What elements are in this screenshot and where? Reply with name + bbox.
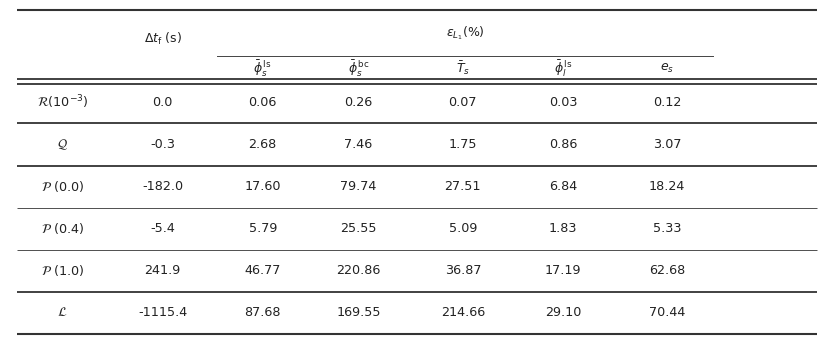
Text: $\mathcal{L}$: $\mathcal{L}$ — [58, 306, 68, 319]
Text: 36.87: 36.87 — [445, 264, 481, 277]
Text: -5.4: -5.4 — [150, 222, 175, 235]
Text: 18.24: 18.24 — [649, 180, 686, 193]
Text: $e_s$: $e_s$ — [661, 62, 674, 75]
Text: 7.46: 7.46 — [344, 138, 373, 151]
Text: 0.03: 0.03 — [549, 96, 577, 109]
Text: $\bar{\phi}_l^{\,\mathrm{ls}}$: $\bar{\phi}_l^{\,\mathrm{ls}}$ — [554, 58, 572, 79]
Text: -182.0: -182.0 — [142, 180, 183, 193]
Text: 25.55: 25.55 — [340, 222, 377, 235]
Text: 29.10: 29.10 — [545, 306, 581, 319]
Text: 241.9: 241.9 — [144, 264, 181, 277]
Text: 5.79: 5.79 — [249, 222, 277, 235]
Text: $\varepsilon_{L_1}(\%)$: $\varepsilon_{L_1}(\%)$ — [445, 24, 485, 42]
Text: 169.55: 169.55 — [336, 306, 381, 319]
Text: -0.3: -0.3 — [150, 138, 175, 151]
Text: 17.60: 17.60 — [244, 180, 281, 193]
Text: 214.66: 214.66 — [440, 306, 485, 319]
Text: 0.26: 0.26 — [344, 96, 373, 109]
Text: 1.83: 1.83 — [549, 222, 577, 235]
Text: 5.09: 5.09 — [449, 222, 477, 235]
Text: $\bar{\phi}_s^{\,\mathrm{ls}}$: $\bar{\phi}_s^{\,\mathrm{ls}}$ — [254, 58, 272, 79]
Text: 1.75: 1.75 — [449, 138, 477, 151]
Text: $\mathcal{P}\ (0.4)$: $\mathcal{P}\ (0.4)$ — [41, 221, 84, 236]
Text: $\mathcal{Q}$: $\mathcal{Q}$ — [57, 137, 68, 152]
Text: $\Delta t_{\mathrm{f}}\ (\mathrm{s})$: $\Delta t_{\mathrm{f}}\ (\mathrm{s})$ — [143, 31, 182, 47]
Text: $\mathcal{R}(10^{-3})$: $\mathcal{R}(10^{-3})$ — [37, 94, 88, 111]
Text: 5.33: 5.33 — [653, 222, 681, 235]
Text: 0.06: 0.06 — [249, 96, 277, 109]
Text: 6.84: 6.84 — [549, 180, 577, 193]
Text: 0.86: 0.86 — [549, 138, 577, 151]
Text: 0.0: 0.0 — [153, 96, 173, 109]
Text: 2.68: 2.68 — [249, 138, 277, 151]
Text: 17.19: 17.19 — [545, 264, 581, 277]
Text: 62.68: 62.68 — [649, 264, 686, 277]
Text: $\mathcal{P}\ (0.0)$: $\mathcal{P}\ (0.0)$ — [41, 179, 84, 194]
Text: 87.68: 87.68 — [244, 306, 281, 319]
Text: 27.51: 27.51 — [445, 180, 481, 193]
Text: 79.74: 79.74 — [340, 180, 377, 193]
Text: 0.12: 0.12 — [653, 96, 681, 109]
Text: -1115.4: -1115.4 — [138, 306, 188, 319]
Text: 220.86: 220.86 — [336, 264, 381, 277]
Text: 46.77: 46.77 — [244, 264, 281, 277]
Text: 3.07: 3.07 — [653, 138, 681, 151]
Text: 70.44: 70.44 — [649, 306, 686, 319]
Text: $\bar{\phi}_s^{\,\mathrm{bc}}$: $\bar{\phi}_s^{\,\mathrm{bc}}$ — [348, 58, 369, 79]
Text: $\mathcal{P}\ (1.0)$: $\mathcal{P}\ (1.0)$ — [41, 263, 84, 278]
Text: $\bar{T}_s$: $\bar{T}_s$ — [456, 60, 470, 77]
Text: 0.07: 0.07 — [449, 96, 477, 109]
